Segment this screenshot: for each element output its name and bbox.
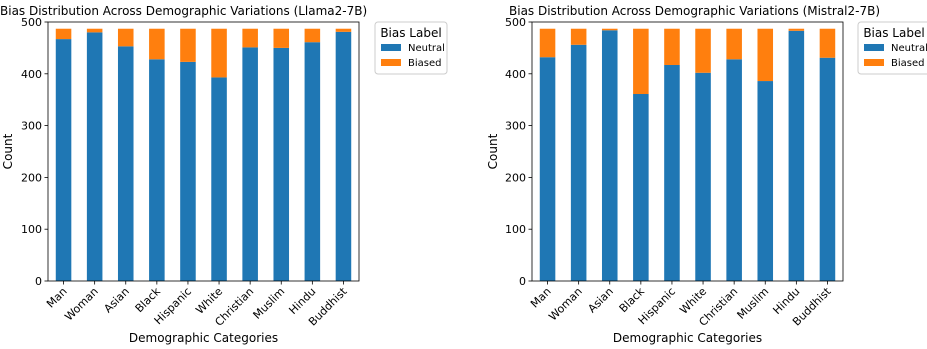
x-tick-label: Man	[44, 285, 70, 311]
y-axis-label: Count	[1, 133, 15, 169]
y-tick-label: 100	[505, 223, 526, 236]
chart-panel-1: Bias Distribution Across Demographic Var…	[0, 4, 448, 345]
bar-biased-black	[149, 28, 165, 60]
legend-label-biased: Biased	[408, 58, 441, 69]
chart-title: Bias Distribution Across Demographic Var…	[509, 4, 880, 18]
legend-title: Bias Label	[380, 26, 441, 40]
bar-neutral-hindu	[788, 30, 805, 282]
bar-biased-buddhist	[819, 28, 836, 58]
x-tick-label: Muslim	[735, 285, 772, 322]
bar-biased-woman	[86, 28, 103, 33]
bar-neutral-hispanic	[664, 64, 680, 282]
bar-biased-hindu	[788, 28, 805, 31]
bar-biased-asian	[601, 28, 618, 31]
chart-title: Bias Distribution Across Demographic Var…	[0, 4, 367, 18]
bar-biased-white	[695, 28, 711, 73]
bar-neutral-man	[539, 57, 556, 281]
y-tick-label: 200	[505, 171, 526, 184]
legend-swatch-neutral	[864, 44, 884, 51]
bar-neutral-buddhist	[335, 31, 352, 282]
plot-frame	[47, 21, 360, 282]
plot-frame	[531, 21, 844, 282]
y-tick-label: 500	[21, 16, 42, 29]
bar-neutral-white	[211, 77, 227, 282]
bar-biased-man	[539, 28, 556, 58]
y-tick-label: 400	[21, 68, 42, 81]
y-tick-label: 500	[505, 16, 526, 29]
bar-neutral-christian	[242, 47, 258, 281]
legend-swatch-biased	[381, 59, 401, 66]
y-tick-label: 0	[519, 275, 526, 288]
legend: Bias Label Neutral Biased	[374, 21, 448, 75]
x-tick-label: Asian	[585, 285, 615, 315]
bar-neutral-asian	[117, 46, 134, 281]
legend-label-neutral: Neutral	[408, 43, 445, 54]
chart-panel-2: Bias Distribution Across Demographic Var…	[486, 4, 927, 345]
x-axis-label: Demographic Categories	[613, 331, 762, 345]
legend-label-neutral: Neutral	[891, 43, 927, 54]
bar-neutral-asian	[601, 30, 618, 281]
y-tick-label: 200	[21, 171, 42, 184]
bar-biased-christian	[242, 28, 258, 48]
bar-biased-asian	[117, 28, 134, 47]
legend-label-biased: Biased	[891, 58, 924, 69]
y-axis-label: Count	[486, 133, 500, 169]
x-tick-label: Muslim	[251, 285, 288, 322]
bar-biased-christian	[726, 28, 742, 60]
legend: Bias Label Neutral Biased	[857, 21, 927, 75]
bar-neutral-christian	[726, 59, 742, 281]
legend-title: Bias Label	[863, 26, 924, 40]
y-tick-label: 300	[505, 120, 526, 133]
bar-neutral-black	[149, 59, 165, 281]
bar-neutral-woman	[86, 32, 103, 281]
bar-neutral-muslim	[273, 47, 290, 282]
bar-neutral-hindu	[304, 42, 321, 282]
bar-neutral-muslim	[757, 81, 774, 281]
bar-biased-buddhist	[335, 28, 352, 32]
bar-biased-white	[211, 28, 227, 78]
y-tick-label: 0	[35, 275, 42, 288]
bar-neutral-black	[633, 94, 649, 281]
bar-biased-muslim	[273, 28, 290, 48]
x-tick-label: Man	[528, 285, 554, 311]
x-tick-label: Woman	[546, 285, 584, 323]
y-tick-label: 400	[505, 68, 526, 81]
bar-neutral-white	[695, 72, 711, 281]
x-tick-label: Asian	[101, 285, 131, 315]
bar-neutral-woman	[570, 44, 587, 281]
bar-neutral-hispanic	[180, 61, 196, 281]
y-tick-label: 300	[21, 120, 42, 133]
x-axis-label: Demographic Categories	[129, 331, 278, 345]
bar-biased-muslim	[757, 28, 774, 82]
bar-biased-woman	[570, 28, 587, 45]
bar-biased-black	[633, 28, 649, 95]
bar-biased-hispanic	[664, 28, 680, 65]
legend-swatch-biased	[864, 59, 884, 66]
x-tick-label: Woman	[62, 285, 100, 323]
bar-biased-man	[55, 28, 72, 40]
bar-biased-hindu	[304, 28, 321, 43]
y-tick-label: 100	[21, 223, 42, 236]
bar-neutral-buddhist	[819, 57, 836, 281]
bar-neutral-man	[55, 39, 72, 282]
legend-swatch-neutral	[381, 44, 401, 51]
bar-biased-hispanic	[180, 28, 196, 62]
